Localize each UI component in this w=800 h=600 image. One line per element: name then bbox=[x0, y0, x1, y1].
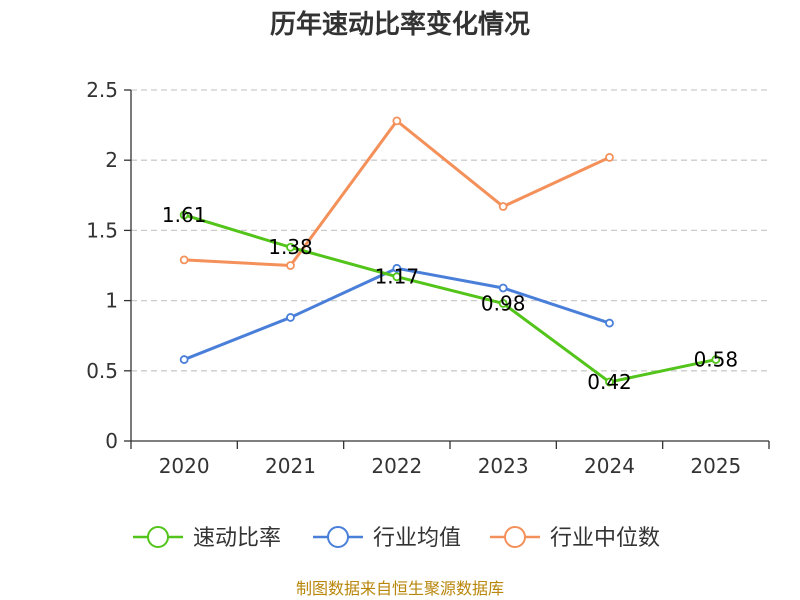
axes: 0 0.5 1 1.5 2 2.5 2020 2021 2022 2023 2024 2025 bbox=[86, 78, 770, 478]
x-tick-label: 2024 bbox=[584, 454, 635, 478]
series-layer bbox=[179, 116, 721, 387]
data-labels: 1.61 1.38 1.17 0.98 0.42 0.58 bbox=[162, 203, 738, 394]
x-tick-label: 2021 bbox=[265, 454, 316, 478]
data-label: 1.17 bbox=[375, 265, 420, 289]
data-label: 0.98 bbox=[481, 291, 526, 315]
series-point-1 bbox=[179, 355, 189, 364]
data-label: 0.42 bbox=[587, 370, 632, 394]
y-tick-label: 2.5 bbox=[86, 78, 118, 102]
data-label: 1.38 bbox=[268, 235, 313, 259]
legend-marker bbox=[504, 526, 526, 548]
y-tick-label: 0.5 bbox=[86, 359, 118, 383]
legend-item-0[interactable]: 速动比率 bbox=[133, 526, 281, 551]
legend-item-1[interactable]: 行业均值 bbox=[313, 526, 461, 551]
x-tick-label: 2020 bbox=[159, 454, 210, 478]
series-point-2 bbox=[498, 202, 508, 211]
y-tick-label: 0 bbox=[105, 429, 118, 453]
series-point-2 bbox=[392, 116, 402, 126]
data-label: 1.61 bbox=[162, 203, 207, 227]
series-point-0 bbox=[605, 377, 614, 387]
legend-label: 速动比率 bbox=[193, 526, 281, 551]
x-tick-label: 2022 bbox=[371, 454, 422, 478]
series-point-2 bbox=[179, 255, 189, 265]
y-tick-label: 2 bbox=[105, 148, 118, 172]
legend-label: 行业中位数 bbox=[550, 526, 660, 551]
series-point-0 bbox=[179, 210, 189, 220]
data-label: 0.58 bbox=[694, 348, 739, 372]
legend-item-2[interactable]: 行业中位数 bbox=[490, 526, 660, 551]
legend-marker bbox=[327, 526, 349, 548]
series-point-0 bbox=[498, 299, 508, 308]
legend-label: 行业均值 bbox=[373, 526, 461, 551]
series-line-2 bbox=[182, 119, 611, 267]
gridlines bbox=[131, 89, 769, 372]
series-point-2 bbox=[286, 261, 295, 270]
series-point-0 bbox=[286, 242, 295, 252]
legend[interactable]: 速动比率 行业均值 行业中位数 bbox=[133, 526, 660, 551]
series-point-1 bbox=[498, 283, 508, 293]
legend-marker bbox=[147, 526, 169, 548]
series-line-0 bbox=[182, 213, 718, 384]
x-tick-label: 2023 bbox=[478, 454, 529, 478]
series-point-2 bbox=[605, 152, 614, 162]
y-tick-label: 1.5 bbox=[86, 218, 118, 242]
series-point-0 bbox=[711, 355, 721, 364]
series-point-1 bbox=[392, 263, 402, 273]
x-tick-label: 2025 bbox=[690, 454, 741, 478]
source-note: 制图数据来自恒生聚源数据库 bbox=[296, 579, 504, 598]
series-point-1 bbox=[286, 313, 295, 322]
y-tick-label: 1 bbox=[105, 289, 118, 313]
series-point-1 bbox=[605, 318, 614, 328]
chart-title: 历年速动比率变化情况 bbox=[270, 9, 530, 40]
series-point-0 bbox=[392, 272, 402, 282]
